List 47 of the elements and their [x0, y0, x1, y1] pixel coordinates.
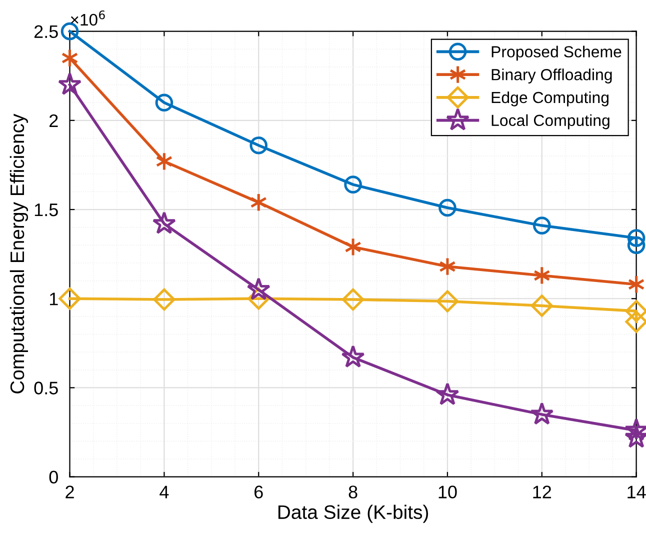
point: [438, 198, 456, 217]
point: [532, 216, 551, 234]
point: [342, 288, 364, 311]
point: [250, 192, 268, 212]
point: [625, 300, 646, 322]
legend-label: Proposed Scheme: [492, 46, 622, 61]
x-tick-label: 8: [348, 486, 358, 498]
point: [246, 277, 270, 300]
y-tick-label: 1.5: [34, 204, 58, 216]
x-tick-label: 10: [438, 486, 457, 498]
point: [61, 48, 78, 68]
y-tick-label: 1: [50, 292, 58, 306]
y-tick-label: 0: [49, 470, 58, 484]
legend-label: Binary Offloading: [492, 68, 612, 84]
point: [344, 176, 362, 194]
x-tick-label: 2: [66, 486, 74, 498]
point: [156, 152, 173, 171]
point: [250, 136, 268, 154]
point: [628, 274, 645, 294]
point: [530, 294, 553, 317]
point: [627, 236, 646, 254]
text: ×10$^{6}$: [70, 10, 105, 26]
point: [152, 211, 176, 234]
point: [58, 72, 82, 96]
x-tick-label: 4: [160, 486, 169, 498]
y-tick-label: 2.5: [34, 25, 58, 38]
point: [436, 290, 459, 312]
point: [58, 288, 81, 310]
x-axis-title: Data Size (K-bits): [278, 504, 428, 523]
y-axis-title: Computational Energy Efficiency: [10, 114, 28, 394]
point: [155, 94, 174, 112]
point: [341, 345, 365, 368]
y-tick-label: 2: [50, 114, 58, 127]
x-tick-label: 14: [628, 486, 646, 498]
point: [625, 310, 646, 333]
point: [436, 382, 460, 406]
point: [153, 288, 176, 311]
point: [438, 256, 456, 276]
x-tick-label: 12: [533, 486, 552, 498]
legend-label: Edge Computing: [492, 91, 608, 106]
x-tick-label: 6: [254, 486, 263, 498]
point: [627, 229, 646, 247]
point: [344, 237, 362, 257]
point: [533, 266, 550, 286]
legend-label: Local Computing: [492, 114, 610, 130]
y-tick-label: 0.5: [34, 382, 58, 394]
point: [530, 402, 554, 425]
